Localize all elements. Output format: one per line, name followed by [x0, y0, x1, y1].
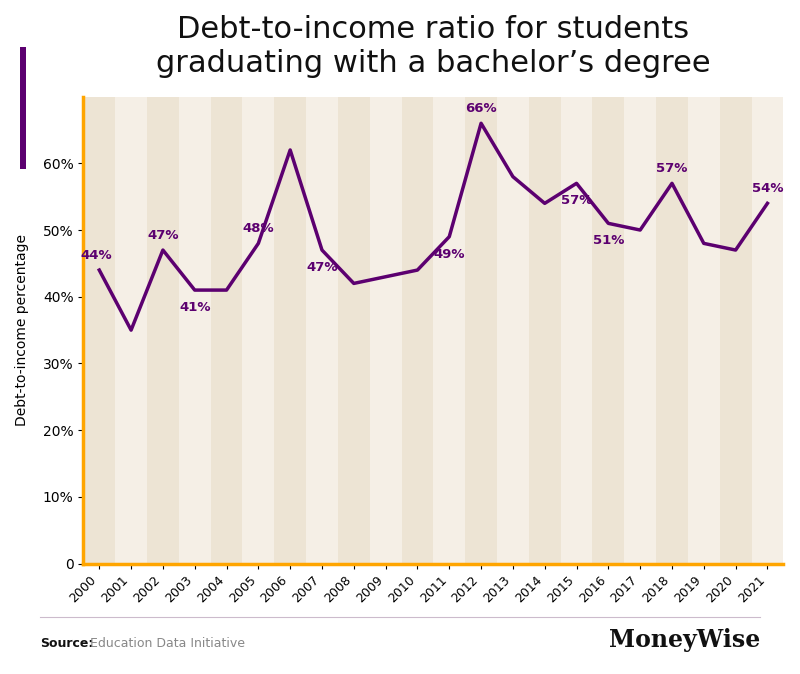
Bar — [465, 96, 497, 563]
Bar — [751, 96, 783, 563]
Text: 48%: 48% — [242, 222, 274, 235]
Bar — [688, 96, 720, 563]
Text: 66%: 66% — [466, 102, 497, 115]
Bar — [274, 96, 306, 563]
Bar — [338, 96, 370, 563]
Bar — [561, 96, 593, 563]
Bar — [210, 96, 242, 563]
Bar — [370, 96, 402, 563]
Bar — [402, 96, 434, 563]
Text: 44%: 44% — [81, 249, 112, 262]
Bar — [179, 96, 210, 563]
Text: 54%: 54% — [752, 182, 783, 195]
Text: 47%: 47% — [147, 228, 178, 242]
Bar — [497, 96, 529, 563]
Text: 57%: 57% — [656, 162, 688, 175]
Bar — [147, 96, 179, 563]
Bar — [624, 96, 656, 563]
Bar — [593, 96, 624, 563]
Bar — [242, 96, 274, 563]
Text: Education Data Initiative: Education Data Initiative — [86, 637, 246, 650]
Bar — [434, 96, 465, 563]
Text: 57%: 57% — [561, 194, 592, 208]
Text: 41%: 41% — [179, 301, 210, 314]
Text: 49%: 49% — [434, 248, 465, 261]
Text: Source:: Source: — [40, 637, 94, 650]
Bar — [656, 96, 688, 563]
Bar — [115, 96, 147, 563]
Text: 51%: 51% — [593, 235, 624, 247]
Title: Debt-to-income ratio for students
graduating with a bachelor’s degree: Debt-to-income ratio for students gradua… — [156, 15, 710, 78]
Bar — [720, 96, 751, 563]
Text: 47%: 47% — [306, 261, 338, 274]
Text: MoneyWise: MoneyWise — [609, 628, 760, 652]
Bar — [529, 96, 561, 563]
Bar — [306, 96, 338, 563]
Bar — [83, 96, 115, 563]
Y-axis label: Debt-to-income percentage: Debt-to-income percentage — [15, 234, 29, 426]
